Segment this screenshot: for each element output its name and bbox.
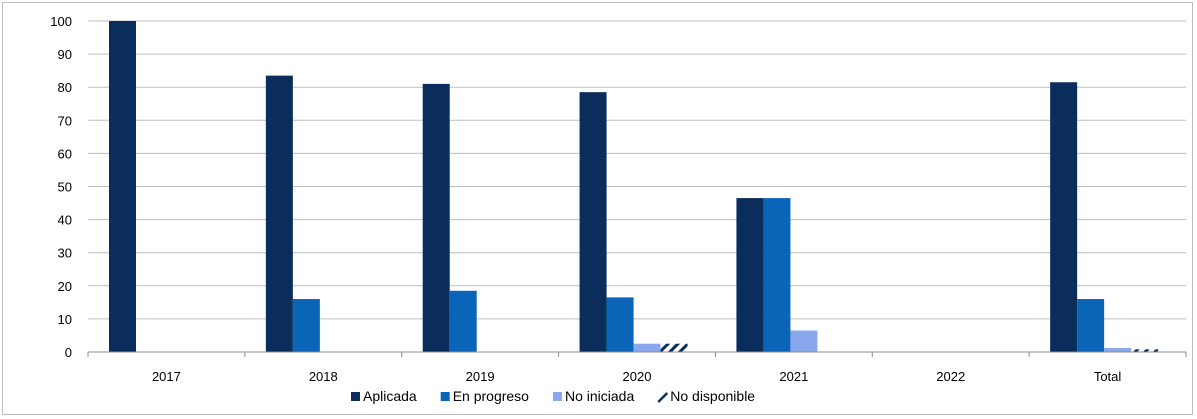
y-tick-label: 10 (58, 312, 72, 327)
x-tick-label: 2019 (466, 369, 495, 384)
bar-aplicada-2017 (109, 21, 136, 352)
legend-label: No disponible (670, 388, 755, 404)
y-tick-label: 0 (65, 345, 72, 360)
x-tick-label: 2021 (779, 369, 808, 384)
y-tick-label: 20 (58, 279, 72, 294)
bar-en-progreso-2021 (763, 198, 791, 352)
y-axis-ticks: 0 10 20 30 40 50 60 70 80 90 100 (50, 14, 72, 360)
bar-en-progreso-2018 (292, 299, 320, 352)
legend-label: Aplicada (363, 388, 417, 404)
x-tick-label: 2020 (623, 369, 652, 384)
legend-item-no-iniciada: No iniciada (552, 388, 634, 404)
legend-swatch (351, 392, 360, 401)
x-tick-label: 2017 (152, 369, 181, 384)
bar-en-progreso-2019 (449, 290, 477, 352)
bar-en-progreso-total (1077, 299, 1105, 352)
x-axis-ticks: 2017 2018 2019 2020 2021 2022 Total (152, 369, 1121, 384)
bar-aplicada-2018 (265, 75, 293, 353)
bar-no-iniciada-2021 (790, 330, 818, 352)
legend: Aplicada En progreso No iniciada No disponi… (351, 388, 755, 404)
legend-label: En progreso (453, 388, 529, 404)
bar-aplicada-2019 (422, 83, 450, 352)
legend-label: No iniciada (565, 388, 634, 404)
gridlines (88, 20, 1186, 353)
legend-swatch (657, 392, 669, 403)
y-tick-label: 100 (50, 14, 72, 29)
y-tick-label: 90 (58, 47, 72, 62)
y-tick-label: 60 (58, 146, 72, 161)
bar-en-progreso-2020 (606, 297, 634, 352)
bars (109, 21, 1159, 353)
y-tick-label: 40 (58, 213, 72, 228)
bar-no-iniciada-total (1104, 348, 1132, 352)
y-tick-label: 30 (58, 246, 72, 261)
x-tick-label: 2022 (936, 369, 965, 384)
x-axis (87, 351, 1187, 357)
bar-no-disponible-total (1131, 349, 1159, 352)
legend-item-no-disponible: No disponible (657, 388, 755, 404)
legend-item-en-progreso: En progreso (440, 388, 529, 404)
bar-aplicada-2020 (579, 92, 607, 352)
legend-swatch (552, 392, 562, 401)
legend-swatch (440, 392, 450, 401)
y-tick-label: 70 (58, 113, 72, 128)
x-tick-label: Total (1094, 369, 1122, 384)
bar-aplicada-2021 (736, 198, 764, 352)
bar-no-disponible-2020 (660, 343, 688, 352)
x-tick-label: 2018 (309, 369, 338, 384)
y-tick-label: 80 (58, 80, 72, 95)
legend-item-aplicada: Aplicada (351, 388, 417, 404)
bar-no-iniciada-2020 (633, 343, 661, 352)
bar-aplicada-total (1050, 82, 1078, 353)
y-tick-label: 50 (58, 180, 72, 195)
